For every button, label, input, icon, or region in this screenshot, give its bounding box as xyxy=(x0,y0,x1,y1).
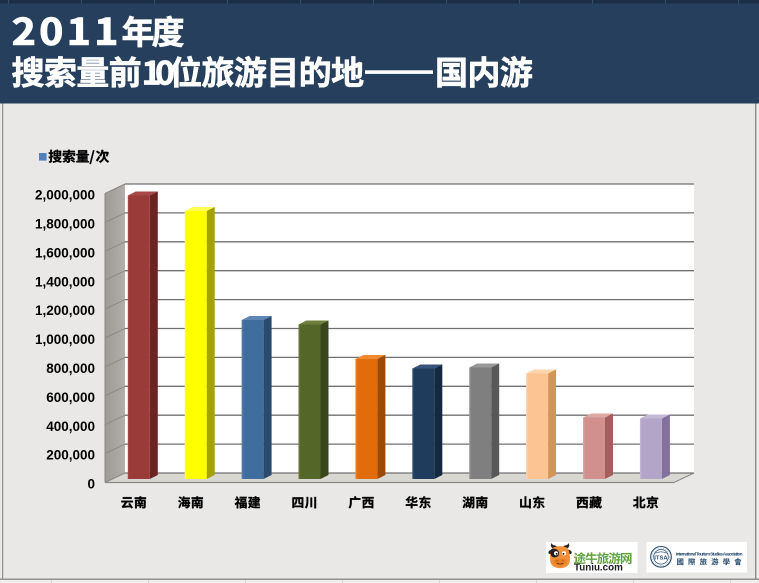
svg-text:1,400,000: 1,400,000 xyxy=(35,274,95,289)
svg-text:0: 0 xyxy=(87,477,95,492)
svg-text:1,800,000: 1,800,000 xyxy=(35,216,95,231)
svg-text:International Tourism Studies: International Tourism Studies Associatio… xyxy=(676,552,743,557)
svg-text:ITSA: ITSA xyxy=(654,555,668,561)
svg-text:1,600,000: 1,600,000 xyxy=(35,245,95,260)
svg-text:400,000: 400,000 xyxy=(46,419,95,434)
svg-text:200,000: 200,000 xyxy=(46,448,95,463)
svg-text:1,200,000: 1,200,000 xyxy=(35,303,95,318)
svg-text:600,000: 600,000 xyxy=(46,390,95,405)
svg-text:1,000,000: 1,000,000 xyxy=(35,332,95,347)
svg-text:800,000: 800,000 xyxy=(46,361,95,376)
svg-text:Tuniu.com: Tuniu.com xyxy=(574,563,623,574)
svg-text:2,000,000: 2,000,000 xyxy=(35,188,95,203)
